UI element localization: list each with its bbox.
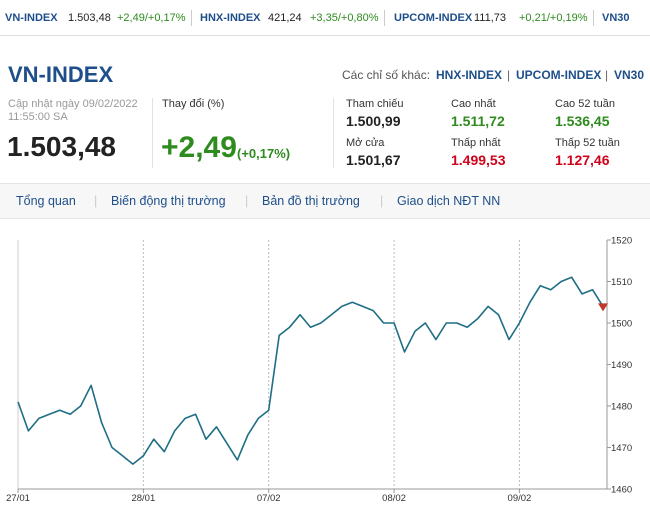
tab-bar [0, 183, 650, 219]
index-link[interactable]: VN30 [614, 68, 645, 82]
last-marker [598, 303, 608, 312]
x-tick-label: 08/02 [382, 493, 406, 504]
stat-label: Thấp 52 tuần [555, 137, 620, 149]
index-link[interactable]: HNX-INDEX [436, 68, 503, 82]
ticker-name[interactable]: HNX-INDEX [200, 12, 261, 24]
tab[interactable]: Giao dịch NĐT NN [397, 194, 501, 208]
ticker-change: +0,21/+0,19% [519, 12, 588, 24]
tab[interactable]: Biến động thị trường [111, 194, 226, 208]
index-link[interactable]: UPCOM-INDEX [516, 68, 602, 82]
stat-label: Cao 52 tuần [555, 98, 615, 110]
others-label: Các chỉ số khác: [342, 68, 431, 82]
separator: | [507, 68, 511, 82]
ticker-name[interactable]: UPCOM-INDEX [394, 12, 473, 24]
divider [333, 98, 334, 168]
ticker-change: +2,49/+0,17% [117, 12, 186, 24]
x-tick-label: 09/02 [508, 493, 532, 504]
updated-time: 11:55:00 SA [8, 111, 68, 123]
tab[interactable]: Tổng quan [16, 194, 76, 208]
y-tick-label: 1500 [611, 319, 632, 330]
stat-value: 1.501,67 [346, 152, 401, 168]
y-tick-label: 1470 [611, 443, 632, 454]
y-tick-label: 1480 [611, 402, 632, 413]
stat-label: Tham chiếu [346, 98, 404, 110]
y-tick-label: 1510 [611, 277, 632, 288]
stat-value: 1.511,72 [451, 113, 505, 129]
stat-value: 1.500,99 [346, 113, 401, 129]
ticker-value: 111,73 [474, 12, 507, 24]
x-tick-label: 07/02 [257, 493, 281, 504]
ticker-name[interactable]: VN30 [602, 12, 630, 24]
separator: | [605, 68, 609, 82]
index-value: 1.503,48 [7, 131, 116, 162]
ticker-value: 421,24 [268, 12, 302, 24]
stat-label: Cao nhất [451, 98, 496, 110]
updated-date: Cập nhật ngày 09/02/2022 [8, 98, 138, 110]
change-label: Thay đổi (%) [162, 98, 225, 110]
x-tick-label: 27/01 [6, 493, 30, 504]
change-percent: (+0,17%) [237, 146, 291, 161]
stat-value: 1.536,45 [555, 113, 610, 129]
ticker-name[interactable]: VN-INDEX [5, 12, 58, 24]
divider [152, 98, 153, 168]
index-title: VN-INDEX [8, 62, 114, 87]
separator: | [380, 194, 384, 208]
y-tick-label: 1460 [611, 485, 632, 496]
y-tick-label: 1490 [611, 360, 632, 371]
ticker-bar [0, 0, 650, 36]
x-tick-label: 28/01 [131, 493, 155, 504]
stat-value: 1.127,46 [555, 152, 610, 168]
change-value: +2,49 [161, 131, 237, 164]
y-tick-label: 1520 [611, 236, 632, 247]
chart: 1460 1470 1480 1490 1500 1510 1520 27/01 28/01 07… [6, 236, 632, 505]
stat-label: Mở cửa [346, 137, 385, 149]
separator: | [94, 194, 98, 208]
stat-label: Thấp nhất [451, 137, 501, 149]
separator: | [245, 194, 249, 208]
price-line [17, 276, 604, 465]
ticker-value: 1.503,48 [68, 12, 111, 24]
tab[interactable]: Bản đồ thị trường [262, 194, 360, 208]
ticker-change: +3,35/+0,80% [310, 12, 379, 24]
stat-value: 1.499,53 [451, 152, 506, 168]
